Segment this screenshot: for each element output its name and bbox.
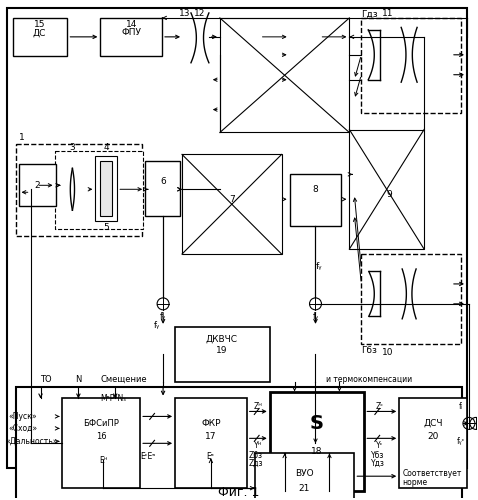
Text: Eᵊ: Eᵊ: [206, 452, 214, 461]
Text: Zᶜ: Zᶜ: [375, 402, 383, 411]
Bar: [145, 162, 180, 216]
Text: Yбз: Yбз: [371, 451, 385, 460]
Text: Yᴴ: Yᴴ: [254, 441, 262, 450]
Bar: [220, 18, 349, 132]
Bar: [95, 156, 117, 221]
Bar: [361, 18, 461, 112]
Bar: [19, 164, 56, 206]
Text: Смещение: Смещение: [100, 374, 147, 384]
Text: Zбз: Zбз: [249, 451, 263, 460]
Text: «Сход»: «Сход»: [9, 424, 38, 433]
Text: 13: 13: [179, 10, 191, 18]
Text: БФСиПР: БФСиПР: [83, 419, 119, 428]
Bar: [100, 18, 162, 56]
Bar: [182, 154, 282, 254]
Text: MᵊPᵊNₛ: MᵊPᵊNₛ: [100, 394, 127, 402]
Text: ВУО: ВУО: [295, 468, 314, 477]
Bar: [290, 174, 341, 226]
Text: 8: 8: [313, 185, 318, 194]
Text: ДКВЧС: ДКВЧС: [206, 334, 238, 343]
Text: 9: 9: [386, 190, 392, 199]
Text: 18: 18: [311, 447, 322, 456]
Text: 1: 1: [19, 134, 24, 142]
Text: 19: 19: [216, 346, 228, 355]
Bar: [349, 130, 424, 249]
Text: Yᶜ: Yᶜ: [376, 441, 383, 450]
Text: Zдз: Zдз: [248, 459, 263, 468]
Text: 20: 20: [427, 432, 439, 441]
Text: ДСЧ: ДСЧ: [424, 419, 443, 428]
Text: fᵧᶜ: fᵧᶜ: [457, 437, 465, 446]
Text: 3: 3: [69, 143, 76, 152]
Bar: [12, 18, 67, 56]
Text: fᵧ: fᵧ: [312, 312, 319, 322]
Text: 14: 14: [126, 20, 137, 30]
Text: 12: 12: [194, 10, 206, 18]
Text: ФПУ: ФПУ: [121, 28, 141, 38]
Bar: [175, 327, 270, 382]
Text: Zᴴ: Zᴴ: [253, 402, 262, 411]
Text: Гбз: Гбз: [361, 346, 377, 355]
Text: 17: 17: [205, 432, 217, 441]
Bar: [100, 162, 112, 216]
Bar: [255, 454, 354, 500]
Text: fᵢ: fᵢ: [459, 402, 463, 411]
Text: 16: 16: [96, 432, 107, 441]
Text: S: S: [309, 414, 324, 433]
Text: 7: 7: [229, 194, 235, 203]
Text: 21: 21: [299, 484, 310, 492]
Text: «Дальность»: «Дальность»: [6, 437, 58, 446]
Bar: [399, 398, 467, 488]
Bar: [16, 386, 462, 500]
Text: 6: 6: [160, 177, 166, 186]
Bar: [16, 144, 142, 236]
Bar: [63, 398, 140, 488]
Text: «Пуск»: «Пуск»: [9, 412, 37, 421]
Text: N: N: [76, 374, 82, 384]
Bar: [175, 398, 247, 488]
Text: 2: 2: [35, 181, 40, 190]
Bar: [361, 254, 461, 344]
Text: 10: 10: [381, 348, 393, 357]
Text: ФКР: ФКР: [201, 419, 221, 428]
Text: ДС: ДС: [33, 28, 46, 38]
Text: Фиг. 1: Фиг. 1: [218, 486, 260, 498]
Text: fᵧ: fᵧ: [316, 262, 323, 272]
Bar: [55, 152, 143, 229]
Text: Eᴴ: Eᴴ: [99, 456, 108, 465]
Text: Гдз: Гдз: [361, 10, 378, 18]
Text: 4: 4: [103, 143, 109, 152]
Text: ТО: ТО: [41, 374, 52, 384]
Text: 11: 11: [381, 10, 393, 18]
Text: Соответствует: Соответствует: [402, 468, 462, 477]
Text: fᵧ: fᵧ: [154, 322, 160, 330]
Text: Yдз: Yдз: [371, 459, 385, 468]
Text: норме: норме: [402, 478, 427, 486]
Text: EᶜEᵊ: EᶜEᵊ: [140, 452, 155, 461]
Text: 15: 15: [34, 20, 45, 30]
Text: fᵧ: fᵧ: [160, 312, 166, 322]
Text: и термокомпенсации: и термокомпенсации: [326, 374, 413, 384]
Bar: [270, 392, 364, 491]
Text: 5: 5: [103, 222, 109, 232]
